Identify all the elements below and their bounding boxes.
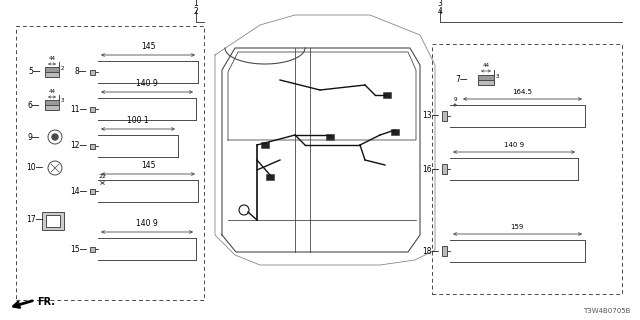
Bar: [478, 80, 494, 85]
Text: 2: 2: [61, 66, 65, 70]
Text: 7—: 7—: [455, 76, 467, 84]
Bar: [261, 142, 269, 148]
Bar: [90, 188, 95, 194]
Bar: [45, 105, 59, 110]
Bar: [391, 129, 399, 135]
Bar: [46, 215, 60, 227]
Bar: [45, 67, 59, 72]
Text: 13—: 13—: [422, 111, 439, 121]
Text: 145: 145: [141, 161, 156, 170]
Text: 14—: 14—: [70, 187, 87, 196]
Bar: [442, 111, 447, 121]
Bar: [266, 174, 274, 180]
Text: 5—: 5—: [28, 68, 40, 76]
Text: 3: 3: [496, 74, 499, 78]
Bar: [45, 72, 59, 77]
Text: 16—: 16—: [422, 164, 439, 173]
Circle shape: [52, 134, 58, 140]
Bar: [16, 26, 204, 300]
Text: 22: 22: [99, 174, 106, 179]
Text: 11—: 11—: [70, 105, 87, 114]
Bar: [90, 143, 95, 148]
Bar: [90, 69, 95, 75]
Bar: [42, 212, 64, 230]
Text: 44: 44: [49, 89, 56, 94]
Text: 145: 145: [141, 42, 156, 51]
Text: 9: 9: [453, 97, 457, 102]
Bar: [442, 164, 447, 174]
Text: 10—: 10—: [26, 164, 44, 172]
Text: 4: 4: [438, 7, 442, 16]
Bar: [90, 246, 95, 252]
Text: 1: 1: [194, 0, 198, 8]
Text: 140 9: 140 9: [136, 219, 158, 228]
Text: 44: 44: [49, 56, 56, 61]
Text: 44: 44: [483, 63, 490, 68]
Bar: [90, 107, 95, 111]
Text: 2: 2: [194, 7, 198, 16]
Text: 12—: 12—: [70, 141, 87, 150]
Text: FR.: FR.: [37, 297, 55, 307]
Bar: [432, 44, 622, 294]
Text: 3: 3: [61, 99, 65, 103]
Text: 9—: 9—: [28, 132, 40, 141]
Bar: [383, 92, 391, 98]
Text: 17—: 17—: [26, 215, 44, 225]
Text: 3: 3: [438, 0, 442, 8]
Text: 15—: 15—: [70, 244, 87, 253]
Text: 140 9: 140 9: [136, 79, 158, 88]
Text: 18—: 18—: [422, 246, 439, 255]
Text: T3W4B0705B: T3W4B0705B: [582, 308, 630, 314]
Text: 6—: 6—: [28, 100, 40, 109]
Text: 164.5: 164.5: [512, 89, 532, 95]
Bar: [478, 75, 494, 80]
Text: 159: 159: [510, 224, 524, 230]
Bar: [45, 100, 59, 105]
Text: 100 1: 100 1: [127, 116, 149, 125]
Bar: [442, 246, 447, 256]
Bar: [326, 134, 334, 140]
Text: 140 9: 140 9: [504, 142, 524, 148]
Text: 8—: 8—: [75, 68, 87, 76]
